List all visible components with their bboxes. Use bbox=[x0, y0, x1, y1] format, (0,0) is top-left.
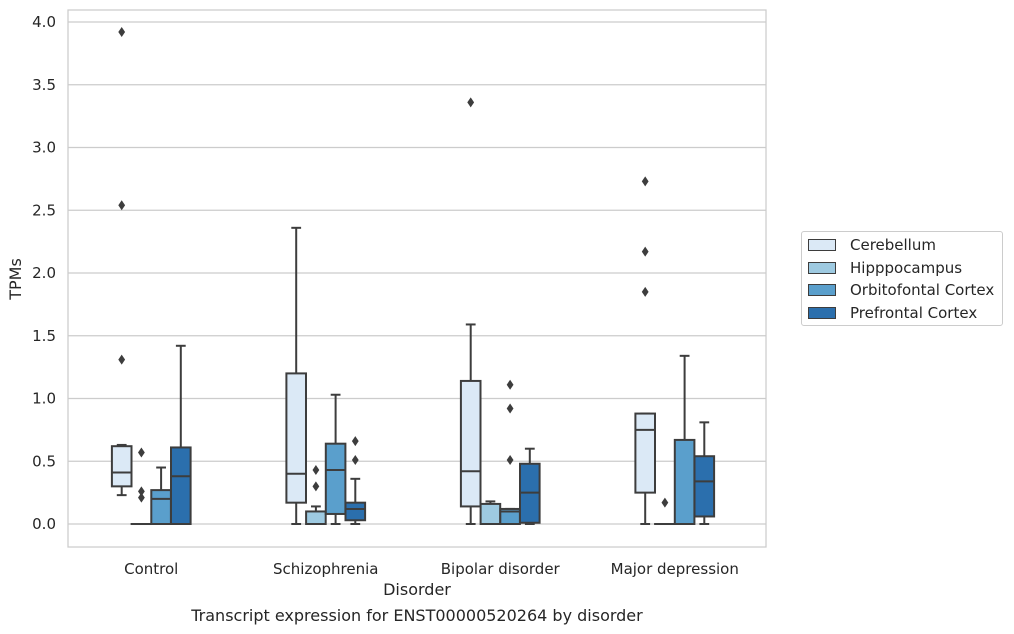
x-tick-label: Major depression bbox=[611, 560, 739, 578]
legend: Cerebellum Hipppocampus Orbitofontal Cor… bbox=[801, 231, 1003, 326]
legend-swatch-orbitofrontal-cortex bbox=[808, 284, 836, 296]
outlier-point bbox=[351, 454, 359, 465]
y-tick-label: 3.5 bbox=[32, 76, 56, 94]
box-3-3 bbox=[693, 421, 716, 525]
outlier-point bbox=[312, 465, 320, 476]
outlier-point bbox=[506, 454, 514, 465]
box-2-2 bbox=[499, 379, 521, 526]
box-body bbox=[170, 446, 192, 526]
y-axis-label: TPMs bbox=[6, 258, 25, 301]
box-3-2 bbox=[519, 447, 541, 525]
outlier-point bbox=[118, 354, 126, 365]
box-1-2 bbox=[479, 500, 502, 526]
legend-item-hippocampus: Hipppocampus bbox=[808, 258, 962, 278]
x-tick-label: Bipolar disorder bbox=[441, 560, 561, 578]
y-tick-label: 0.0 bbox=[32, 515, 56, 533]
outlier-point bbox=[118, 200, 126, 211]
legend-swatch-cerebellum bbox=[808, 239, 836, 251]
boxes bbox=[110, 27, 716, 526]
box-0-2 bbox=[459, 97, 482, 525]
x-tick-label: Schizophrenia bbox=[273, 560, 378, 578]
y-tick-label: 2.5 bbox=[32, 201, 56, 219]
box-body bbox=[344, 501, 367, 522]
outlier-point bbox=[138, 447, 145, 458]
box-body bbox=[634, 412, 657, 494]
y-tick-label: 1.0 bbox=[32, 390, 56, 408]
box-body bbox=[110, 445, 133, 488]
box-body bbox=[285, 372, 307, 504]
outlier-point bbox=[351, 436, 359, 447]
legend-label: Orbitofontal Cortex bbox=[850, 281, 995, 299]
outlier-point bbox=[118, 27, 126, 38]
box-body bbox=[479, 502, 502, 526]
y-tick-label: 1.5 bbox=[32, 327, 56, 345]
legend-label: Hipppocampus bbox=[850, 259, 963, 277]
box-3-1 bbox=[344, 436, 367, 525]
outlier-point bbox=[467, 97, 475, 108]
legend-swatch-hippocampus bbox=[808, 262, 836, 274]
box-0-3 bbox=[634, 176, 657, 525]
box-body bbox=[459, 379, 482, 508]
box-0-0 bbox=[110, 27, 133, 497]
box-body bbox=[693, 455, 716, 518]
legend-item-prefrontal-cortex: Prefrontal Cortex bbox=[808, 303, 977, 323]
outlier-point bbox=[641, 176, 649, 187]
outlier-point bbox=[312, 481, 320, 492]
box-1-3 bbox=[654, 497, 676, 526]
x-axis-label: Disorder bbox=[383, 580, 451, 599]
legend-label: Cerebellum bbox=[850, 236, 936, 254]
outlier-point bbox=[641, 286, 649, 297]
y-axis-ticks: 0.0 0.5 1.0 1.5 2.0 2.5 3.0 3.5 4.0 bbox=[32, 13, 56, 533]
box-0-1 bbox=[285, 226, 307, 525]
box-1-1 bbox=[305, 465, 327, 526]
outlier-point bbox=[506, 403, 514, 414]
y-tick-label: 3.0 bbox=[32, 139, 56, 157]
legend-swatch-prefrontal-cortex bbox=[808, 307, 836, 319]
outlier-point bbox=[661, 497, 669, 508]
box-body bbox=[305, 510, 327, 526]
legend-item-orbitofrontal-cortex: Orbitofontal Cortex bbox=[808, 280, 994, 300]
y-tick-label: 2.0 bbox=[32, 264, 56, 282]
legend-item-cerebellum: Cerebellum bbox=[808, 235, 936, 255]
box-body bbox=[150, 489, 172, 525]
y-tick-label: 0.5 bbox=[32, 452, 56, 470]
legend-label: Prefrontal Cortex bbox=[850, 304, 978, 322]
box-body bbox=[673, 438, 696, 526]
outlier-point bbox=[506, 379, 514, 390]
box-2-1 bbox=[324, 393, 347, 525]
box-2-3 bbox=[673, 354, 696, 526]
plot-frame bbox=[67, 9, 767, 548]
outlier-point bbox=[138, 492, 145, 503]
box-2-0 bbox=[150, 466, 172, 525]
x-axis-ticks: Control Schizophrenia Bipolar disorder Majo… bbox=[124, 560, 739, 578]
box-1-0 bbox=[130, 447, 153, 526]
box-body bbox=[324, 442, 347, 515]
y-tick-label: 4.0 bbox=[32, 13, 56, 31]
box-3-0 bbox=[170, 344, 192, 526]
chart-title: Transcript expression for ENST0000052026… bbox=[191, 606, 643, 625]
x-tick-label: Control bbox=[124, 560, 178, 578]
outlier-point bbox=[641, 246, 649, 257]
outlier-point bbox=[138, 486, 145, 497]
